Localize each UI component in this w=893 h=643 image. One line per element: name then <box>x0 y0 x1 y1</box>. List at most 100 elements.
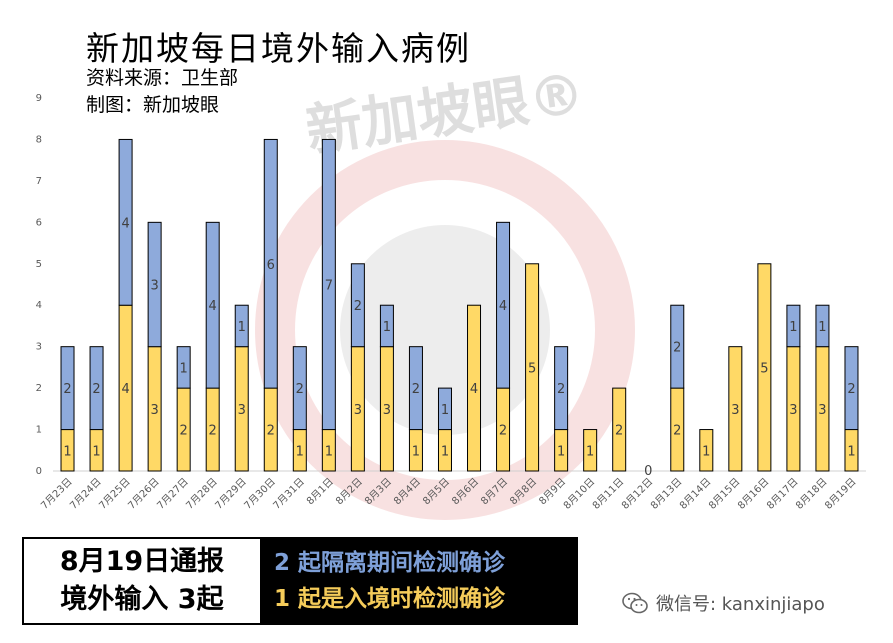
data-label: 1 <box>412 444 420 459</box>
x-tick-label: 8月6日 <box>450 476 482 508</box>
data-label: 7 <box>325 279 333 294</box>
bar-segment-quarantine <box>350 263 365 348</box>
breakdown-banner: 2 起隔离期间检测确诊 1 起是入境时检测确诊 <box>262 537 578 625</box>
chart-title: 新加坡每日境外输入病例 <box>86 29 471 68</box>
x-tick-label: 8月5日 <box>420 476 452 508</box>
data-label: 2 <box>209 424 217 439</box>
data-label: 2 <box>557 382 565 397</box>
data-label: 3 <box>731 403 739 418</box>
arrival-cases-line: 1 起是入境时检测确诊 <box>274 586 506 612</box>
x-tick-label: 8月15日 <box>706 476 742 512</box>
data-label: 1 <box>296 444 304 459</box>
data-label: 4 <box>470 382 478 397</box>
x-tick-label: 7月31日 <box>271 476 307 512</box>
bar-segment-quarantine <box>670 304 685 389</box>
data-label: 4 <box>121 382 129 397</box>
data-label: 1 <box>325 444 333 459</box>
data-label: 2 <box>499 424 507 439</box>
bar-segment-quarantine <box>118 138 133 306</box>
bar-segment-arrival <box>583 429 598 472</box>
y-tick-label: 4 <box>36 300 42 311</box>
data-label: 5 <box>760 361 768 376</box>
data-label: 1 <box>586 444 594 459</box>
x-tick-label: 8月1日 <box>304 476 336 508</box>
bar-segment-arrival <box>728 346 743 472</box>
bar-segment-quarantine <box>786 304 801 348</box>
bar-segment-quarantine <box>147 221 162 348</box>
bar-segment-quarantine <box>205 221 220 389</box>
bar-segment-quarantine <box>263 138 278 389</box>
bar-segment-quarantine <box>437 387 452 431</box>
bar-segment-quarantine <box>60 346 75 431</box>
data-label: 1 <box>847 444 855 459</box>
data-label: 3 <box>238 403 246 418</box>
data-label: 6 <box>267 258 275 273</box>
y-tick-label: 3 <box>36 342 42 353</box>
wechat-id: 微信号: kanxinjiapo <box>622 590 825 616</box>
x-tick-label: 8月8日 <box>508 476 540 508</box>
data-label: 2 <box>354 299 362 314</box>
data-label: 2 <box>847 382 855 397</box>
data-label: 1 <box>818 320 826 335</box>
y-tick-label: 2 <box>36 383 42 394</box>
data-label: 1 <box>63 444 71 459</box>
data-label: 1 <box>441 403 449 418</box>
summary-date-line: 8月19日通报 <box>59 546 225 577</box>
data-label: 1 <box>383 320 391 335</box>
y-tick-label: 8 <box>36 134 42 145</box>
x-tick-label: 7月25日 <box>97 476 133 512</box>
data-label: 4 <box>121 216 129 231</box>
summary-count-line: 境外输入 3起 <box>60 584 224 615</box>
data-label: 4 <box>499 299 507 314</box>
data-label: 2 <box>673 341 681 356</box>
bar-segment-arrival <box>612 387 627 472</box>
x-tick-label: 8月3日 <box>362 476 394 508</box>
y-tick-label: 5 <box>36 259 42 270</box>
data-label: 3 <box>383 403 391 418</box>
bar-segment-quarantine <box>321 138 336 431</box>
bar-segment-quarantine <box>176 346 191 389</box>
data-label: 5 <box>528 361 536 376</box>
data-label: 3 <box>789 403 797 418</box>
data-label: 2 <box>92 382 100 397</box>
bar-segment-quarantine <box>379 304 394 348</box>
bar-segment-quarantine <box>408 346 423 431</box>
y-tick-label: 6 <box>36 217 42 228</box>
data-label: 1 <box>180 361 188 376</box>
data-label: 2 <box>180 424 188 439</box>
data-label: 2 <box>296 382 304 397</box>
data-label: 1 <box>557 444 565 459</box>
data-label: 1 <box>789 320 797 335</box>
wechat-icon <box>622 592 648 614</box>
bar-segment-quarantine <box>554 346 569 431</box>
bar-segment-quarantine <box>234 304 249 348</box>
data-label: 1 <box>441 444 449 459</box>
x-tick-label: 8月4日 <box>391 476 423 508</box>
wechat-label: 微信号: kanxinjiapo <box>656 594 825 615</box>
data-label: 4 <box>209 299 217 314</box>
data-label: 2 <box>267 424 275 439</box>
source-label: 资料来源：卫生部 <box>86 67 239 89</box>
data-label: 1 <box>238 320 246 335</box>
data-label: 1 <box>702 444 710 459</box>
x-tick-label: 8月7日 <box>479 476 511 508</box>
bar-segment-quarantine <box>89 346 104 431</box>
bar-segment-arrival <box>757 263 772 472</box>
bar-segment-quarantine <box>815 304 830 348</box>
bar-segment-arrival <box>525 263 540 472</box>
bar-segment-quarantine <box>292 346 307 431</box>
data-label: 2 <box>673 424 681 439</box>
bar-segment-quarantine <box>496 221 511 389</box>
data-label: 3 <box>150 403 158 418</box>
credit-label: 制图：新加坡眼 <box>86 94 220 116</box>
summary-banner: 8月19日通报 境外输入 3起 <box>22 537 262 625</box>
x-tick-label: 8月19日 <box>822 476 858 512</box>
data-label: 3 <box>818 403 826 418</box>
data-label: 2 <box>63 382 71 397</box>
data-label: 1 <box>92 444 100 459</box>
bar-segment-arrival <box>467 304 482 472</box>
y-tick-label: 1 <box>36 425 42 436</box>
data-label: 2 <box>615 424 623 439</box>
y-tick-label: 0 <box>36 466 42 477</box>
